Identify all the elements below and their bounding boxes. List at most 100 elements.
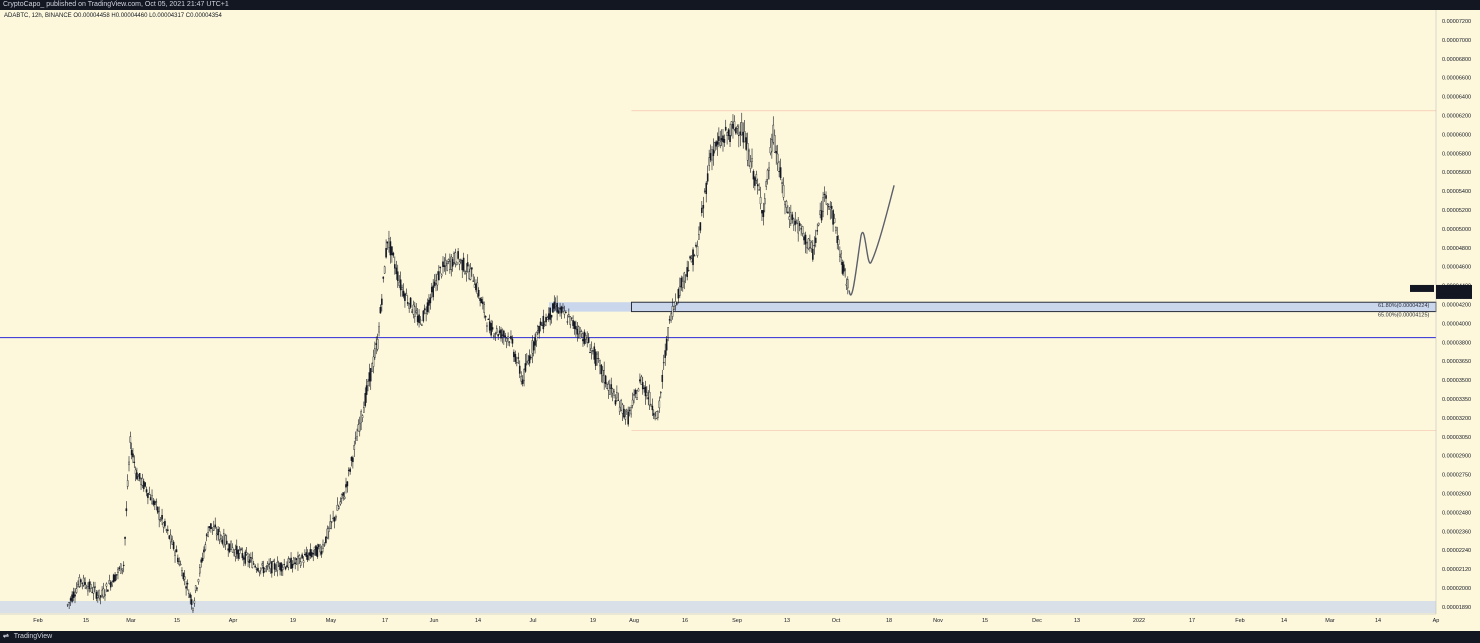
projection-path[interactable] bbox=[848, 185, 895, 296]
candle-body bbox=[547, 313, 550, 320]
candle-body bbox=[354, 437, 357, 439]
candle-body bbox=[137, 476, 140, 481]
x-tick-label: 19 bbox=[290, 618, 296, 624]
support-zone[interactable] bbox=[630, 301, 1437, 313]
candle-body bbox=[214, 524, 217, 528]
candle-body bbox=[773, 135, 776, 153]
candle-body bbox=[141, 477, 144, 486]
candle-body bbox=[761, 209, 763, 214]
candle-body bbox=[133, 461, 136, 463]
candle-body bbox=[357, 424, 360, 432]
candle-body bbox=[586, 337, 589, 343]
candle-body bbox=[383, 266, 386, 274]
candle-body bbox=[559, 307, 561, 310]
price-chart-svg[interactable]: 0.00007200 0.00007000 0.00006800 0.00006600… bbox=[0, 10, 1480, 631]
candle-body bbox=[411, 311, 413, 313]
y-tick-label: 0.00002750 bbox=[1442, 473, 1471, 479]
candle-body bbox=[739, 131, 742, 135]
candle-body bbox=[670, 313, 672, 321]
candle-body bbox=[720, 138, 723, 141]
candle-body bbox=[243, 557, 245, 560]
candles-group bbox=[66, 112, 849, 613]
candle-body bbox=[412, 304, 415, 315]
x-tick-label: 16 bbox=[682, 618, 688, 624]
candle-body bbox=[68, 602, 70, 604]
candle-body bbox=[126, 480, 129, 487]
candle-body bbox=[330, 521, 333, 523]
candle-body bbox=[458, 261, 461, 265]
candle-body bbox=[657, 411, 659, 419]
candle-body bbox=[211, 527, 214, 529]
candle-body bbox=[371, 363, 373, 372]
candle-body bbox=[797, 219, 799, 234]
candle-body bbox=[302, 560, 305, 563]
candle-body bbox=[120, 563, 122, 574]
candle-body bbox=[316, 547, 319, 557]
candle-body bbox=[833, 218, 836, 223]
candle-body bbox=[583, 331, 586, 344]
x-tick-label: Nov bbox=[933, 618, 943, 624]
candle-body bbox=[772, 124, 775, 143]
support-zone-left[interactable] bbox=[549, 302, 632, 312]
candle-body bbox=[455, 261, 458, 266]
candle-body bbox=[342, 492, 344, 496]
chart-area[interactable] bbox=[0, 10, 1480, 631]
x-axis[interactable]: Feb 15 Mar 15 Apr 19 May 17 Jun 14 Jul 19 Aug 16 Sep 13… bbox=[0, 613, 1439, 624]
candle-body bbox=[317, 544, 320, 548]
candle-body bbox=[154, 501, 156, 505]
candle-body bbox=[125, 508, 128, 512]
candle-body bbox=[197, 579, 200, 583]
candle-body bbox=[378, 326, 380, 333]
candle-body bbox=[221, 539, 224, 544]
candle-body bbox=[706, 173, 709, 182]
candle-body bbox=[801, 226, 804, 234]
candle-body bbox=[408, 303, 410, 309]
x-tick-label: Sep bbox=[732, 618, 742, 624]
candle-body bbox=[596, 353, 598, 359]
candle-body bbox=[576, 328, 579, 335]
candle-body bbox=[353, 445, 356, 450]
candle-body bbox=[673, 306, 675, 310]
candle-body bbox=[182, 572, 185, 580]
candle-body bbox=[511, 338, 514, 344]
candle-body bbox=[835, 227, 837, 231]
candle-body bbox=[385, 247, 387, 258]
candle-body bbox=[742, 131, 745, 143]
candle-body bbox=[421, 324, 423, 326]
candle-body bbox=[807, 238, 810, 249]
candle-body bbox=[630, 407, 632, 415]
candle-body bbox=[395, 267, 398, 275]
candle-body bbox=[284, 566, 287, 570]
candle-body bbox=[193, 600, 196, 604]
candle-body bbox=[145, 489, 148, 493]
candle-body bbox=[313, 546, 316, 550]
candle-body bbox=[179, 563, 182, 566]
candle-body bbox=[751, 158, 753, 162]
candle-body bbox=[724, 126, 727, 131]
candle-body bbox=[271, 561, 273, 574]
candle-body bbox=[587, 337, 590, 343]
candle-body bbox=[631, 399, 634, 406]
candle-body bbox=[360, 411, 362, 423]
candle-body bbox=[536, 325, 539, 331]
candle-body bbox=[517, 357, 520, 359]
candle-body bbox=[570, 317, 573, 319]
x-tick-label: 14 bbox=[1375, 618, 1381, 624]
candle-body bbox=[189, 594, 192, 598]
candle-body bbox=[305, 552, 308, 557]
x-tick-label: 18 bbox=[886, 618, 892, 624]
candle-body bbox=[446, 263, 448, 271]
candle-body bbox=[633, 394, 635, 396]
candle-body bbox=[276, 561, 279, 571]
candle-body bbox=[343, 496, 346, 499]
candle-body bbox=[290, 557, 292, 569]
candle-body bbox=[778, 170, 780, 172]
candle-body bbox=[436, 274, 439, 286]
candle-body bbox=[726, 132, 728, 136]
candle-body bbox=[201, 558, 204, 562]
price-tag-price-bg bbox=[1436, 284, 1472, 299]
y-axis[interactable]: 0.00007200 0.00007000 0.00006800 0.00006600… bbox=[1435, 10, 1471, 614]
candle-body bbox=[339, 501, 342, 505]
candle-body bbox=[251, 558, 254, 568]
candle-body bbox=[738, 135, 740, 137]
